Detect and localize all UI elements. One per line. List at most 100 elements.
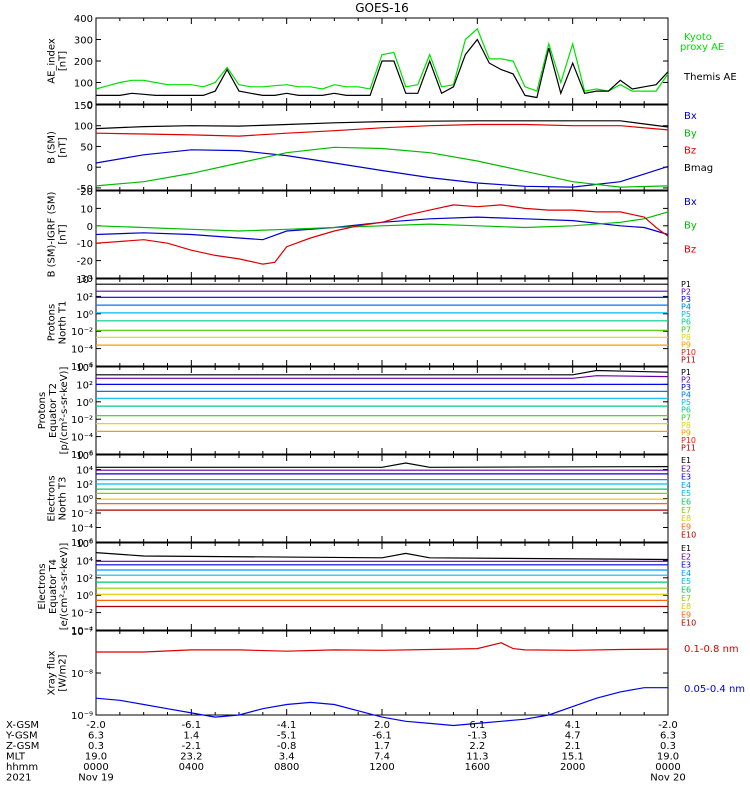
- ephemeris-row-label: Z-GSM: [6, 741, 39, 752]
- y-axis-label: B (SM): [47, 131, 58, 164]
- ephemeris-value: 6.3: [660, 731, 676, 742]
- legend-label: P2: [681, 376, 691, 385]
- legend-label: E6: [681, 586, 691, 595]
- legend-label: 0.1-0.8 nm: [684, 644, 739, 655]
- ephemeris-value: 2.0: [374, 720, 390, 731]
- y-tick-label: 300: [74, 36, 93, 47]
- legend-label: Bz: [684, 244, 696, 255]
- legend-label: P8: [681, 333, 691, 342]
- series-line-by: [95, 146, 669, 188]
- y-tick-label: 10⁻²: [71, 509, 93, 520]
- ephemeris-value: 6.3: [88, 731, 104, 742]
- legend-label: E7: [681, 506, 691, 515]
- y-tick-label: 10²: [76, 292, 93, 303]
- legend-label: By: [684, 128, 697, 139]
- legend-label: P10: [681, 348, 696, 357]
- legend-label: P11: [681, 355, 696, 364]
- legend-label: P4: [681, 391, 691, 400]
- ephemeris-row-label: X-GSM: [6, 720, 39, 731]
- legend-label: P11: [681, 443, 696, 452]
- ephemeris-value: 1.4: [183, 731, 199, 742]
- legend-label: E4: [681, 481, 691, 490]
- legend-label: E7: [681, 594, 691, 603]
- legend-label: P3: [681, 383, 691, 392]
- y-tick-label: 100: [74, 122, 93, 133]
- ephemeris-value: Nov 20: [650, 773, 685, 784]
- y-tick-label: 10⁶: [76, 539, 93, 550]
- ephemeris-value: -6.1: [372, 731, 392, 742]
- ephemeris-value: 11.3: [466, 752, 488, 763]
- y-tick-label: -20: [77, 257, 93, 268]
- ephemeris-value: 1200: [369, 762, 394, 773]
- ephemeris-value: Nov 19: [78, 773, 113, 784]
- ephemeris-value: 3.4: [279, 752, 295, 763]
- legend-label: E8: [681, 514, 691, 523]
- series-line-by: [95, 211, 669, 232]
- y-tick-label: 150: [74, 101, 93, 112]
- y-tick-label: 10⁴: [76, 466, 93, 477]
- panel-frame: [95, 454, 669, 543]
- panel-bsm: -50 0 50 100 150 B (SM) [nT] Bx By Bz Bmag: [47, 101, 714, 195]
- ephemeris-value: -6.1: [182, 720, 202, 731]
- panel-e_north: 10⁶ 10⁴ 10² 10⁰ 10⁻² 10⁻⁴ 10⁻⁶ Electrons North T…: [47, 451, 697, 549]
- ephemeris-value: -0.8: [277, 741, 297, 752]
- chart-title: GOES-16: [355, 1, 409, 15]
- y-axis-label: B (SM)-IGRF (SM): [47, 192, 58, 278]
- ephemeris-value: 0400: [179, 762, 204, 773]
- ephemeris-value: 7.4: [374, 752, 390, 763]
- ephemeris-row-label: hhmm: [6, 762, 38, 773]
- y-tick-label: 10⁰: [76, 310, 93, 321]
- panel-frame: [95, 630, 669, 716]
- ephemeris-value: 6.1: [469, 720, 485, 731]
- legend-label: Bmag: [684, 163, 713, 174]
- ephemeris-value: -2.1: [182, 741, 202, 752]
- y-tick-label: 10⁻⁶: [71, 362, 93, 373]
- y-tick-label: 20: [80, 187, 93, 198]
- y-tick-label: 10⁰: [76, 495, 93, 506]
- panel-xray: 10⁻⁷ 10⁻⁸ 10⁻⁹ Xray flux [W/m2] 0.1-0.8 nm 0.0…: [47, 627, 745, 727]
- y-tick-label: -10: [77, 239, 93, 250]
- legend-label: E10: [681, 619, 696, 628]
- y-axis-label: [W/m2]: [58, 654, 69, 691]
- legend-label: P2: [681, 288, 691, 297]
- ephemeris-value: -5.1: [277, 731, 297, 742]
- series-line-bmag: [95, 120, 669, 130]
- ephemeris-value: -1.3: [468, 731, 488, 742]
- ephemeris-value: 19.0: [657, 752, 679, 763]
- series-line-e1: [95, 552, 669, 561]
- legend-label: P5: [681, 310, 691, 319]
- y-axis-label: [e/(cm²-s-sr-keV)]: [59, 543, 70, 631]
- y-tick-label: 10⁻⁴: [71, 626, 93, 637]
- ephemeris-table: X-GSMY-GSMZ-GSMMLThhmm2021-2.06.30.319.0…: [5, 720, 686, 784]
- y-axis-label: [nT]: [58, 51, 69, 71]
- y-tick-label: 10²: [76, 574, 93, 585]
- ephemeris-value: -2.0: [658, 720, 678, 731]
- legend-label: P9: [681, 340, 691, 349]
- legend-label: E2: [681, 552, 691, 561]
- y-axis-label: Equator T4: [48, 559, 59, 614]
- y-tick-label: 10⁻⁶: [71, 538, 93, 549]
- y-tick-label: 10⁶: [76, 451, 93, 462]
- legend-label: Kyoto: [684, 32, 712, 43]
- series-line-bx: [95, 149, 669, 188]
- y-tick-label: 0: [87, 100, 93, 111]
- legend-label: E4: [681, 569, 691, 578]
- legend-label: P5: [681, 398, 691, 407]
- legend-label: E2: [681, 464, 691, 473]
- y-tick-label: 10⁻²: [71, 327, 93, 338]
- y-tick-label: 100: [74, 79, 93, 90]
- y-axis-label: Protons: [47, 304, 58, 341]
- ephemeris-value: 4.7: [565, 731, 581, 742]
- y-axis-label: Equator T2: [48, 383, 59, 438]
- y-tick-label: 10⁰: [76, 398, 93, 409]
- legend-label: Bx: [684, 111, 697, 122]
- ephemeris-value: 0000: [83, 762, 108, 773]
- series-line-themis-ae: [96, 38, 669, 99]
- legend-label: P10: [681, 436, 696, 445]
- legend-label: P6: [681, 318, 691, 327]
- ephemeris-value: 2000: [560, 762, 585, 773]
- y-axis-label: [nT]: [58, 137, 69, 157]
- legend-label: P9: [681, 428, 691, 437]
- y-tick-label: 10: [80, 204, 93, 215]
